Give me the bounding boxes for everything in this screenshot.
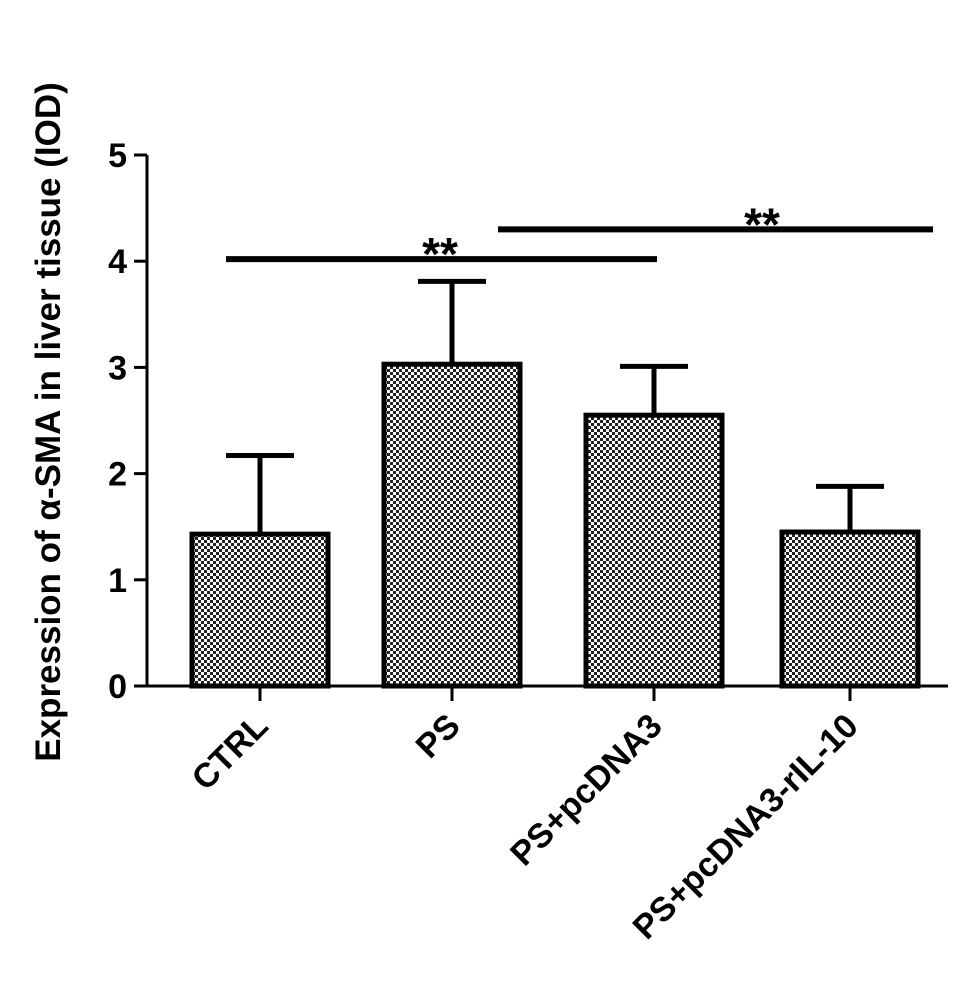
y-tick-label: 1	[108, 562, 127, 600]
x-tick-label: PS+pcDNA3-rIL-10	[626, 707, 866, 947]
bar	[189, 531, 331, 689]
y-tick-label: 4	[108, 243, 127, 281]
bar	[583, 412, 725, 689]
y-tick-label: 0	[108, 668, 127, 706]
y-tick-label: 3	[108, 349, 127, 387]
y-axis-label: Expression of α-SMA in liver tissue (IOD…	[29, 82, 68, 762]
x-tick-label: PS	[409, 707, 468, 766]
significance-label: **	[422, 228, 458, 280]
significance-label: **	[744, 198, 780, 250]
bar	[779, 529, 921, 689]
bar	[381, 361, 523, 689]
y-tick-label: 2	[108, 456, 127, 494]
x-tick-label: CTRL	[185, 707, 276, 798]
y-tick-label: 5	[108, 137, 127, 175]
x-tick-label: PS+pcDNA3	[503, 707, 670, 874]
